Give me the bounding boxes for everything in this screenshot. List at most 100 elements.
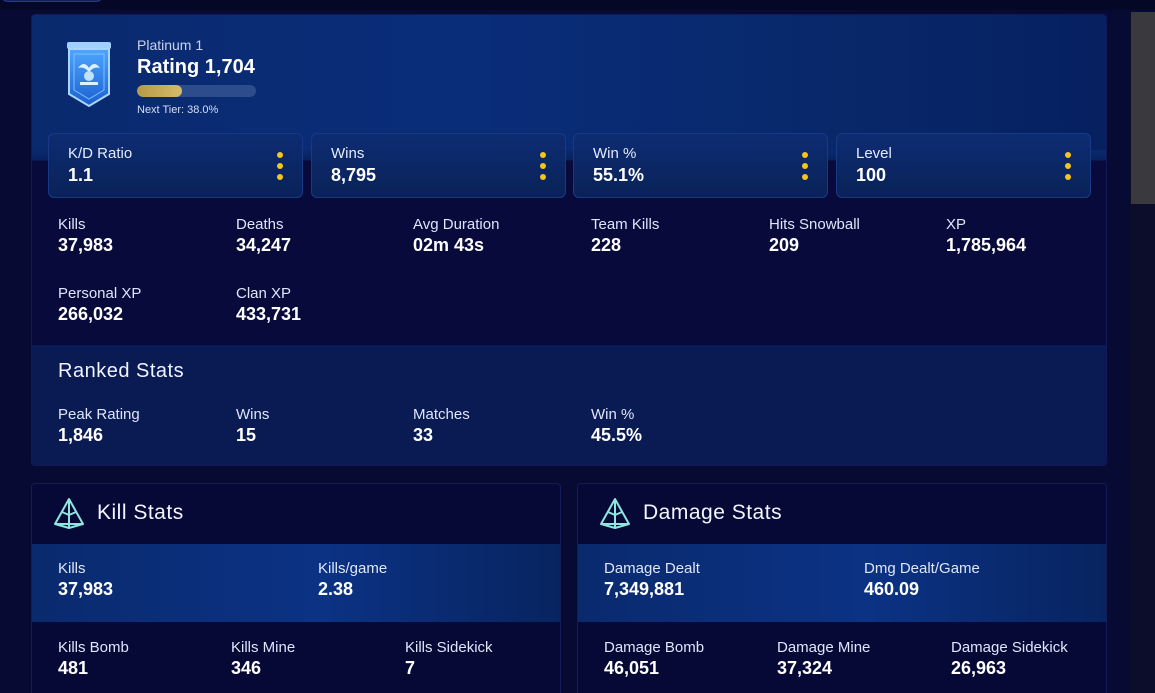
highlight-label: Level [856, 145, 892, 162]
stat-value: 460.09 [864, 579, 920, 599]
stat-personal-xp: Personal XP 266,032 [58, 285, 141, 325]
damage-stat-dealt-per-game: Dmg Dealt/Game 460.09 [864, 560, 980, 600]
stat-deaths: Deaths 34,247 [236, 216, 291, 256]
stat-label: Hits Snowball [769, 216, 860, 233]
kill-stat-kills-per-game: Kills/game 2.38 [318, 560, 387, 600]
stat-label: Damage Dealt [604, 560, 700, 577]
stat-label: Win % [591, 406, 635, 423]
highlight-win-percent: Win % 55.1% [573, 133, 828, 198]
highlight-value: 100 [856, 165, 887, 185]
ranked-stats-title: Ranked Stats [58, 360, 185, 382]
more-options-icon[interactable] [276, 152, 284, 180]
highlight-label: Win % [593, 145, 637, 162]
stat-value: 7 [405, 658, 416, 678]
ranked-matches: Matches 33 [413, 406, 470, 446]
highlight-kd-ratio: K/D Ratio 1.1 [48, 133, 303, 198]
highlight-label: Wins [331, 145, 365, 162]
stat-value: 266,032 [58, 304, 124, 324]
kill-stat-kills: Kills 37,983 [58, 560, 113, 600]
highlight-value: 8,795 [331, 165, 377, 185]
stat-value: 1,785,964 [946, 235, 1027, 255]
stat-value: 26,963 [951, 658, 1007, 678]
stat-value: 37,324 [777, 658, 833, 678]
next-tier-label: Next Tier: 38.0% [137, 104, 219, 116]
kill-stat-sidekick: Kills Sidekick 7 [405, 639, 493, 679]
damage-stat-mine: Damage Mine 37,324 [777, 639, 870, 679]
stat-label: Damage Sidekick [951, 639, 1068, 656]
stat-label: XP [946, 216, 967, 233]
kill-stat-mine: Kills Mine 346 [231, 639, 295, 679]
stat-value: 2.38 [318, 579, 354, 599]
stat-label: Kills Mine [231, 639, 296, 656]
stat-label: Personal XP [58, 285, 142, 302]
more-options-icon[interactable] [1064, 152, 1072, 180]
stat-value: 15 [236, 425, 257, 445]
stat-label: Kills Sidekick [405, 639, 493, 656]
stat-label: Team Kills [591, 216, 660, 233]
platinum-shield-icon [67, 42, 111, 108]
stat-xp: XP 1,785,964 [946, 216, 1026, 256]
ranked-stats-section: Ranked Stats Peak Rating 1,846 Wins 15 M… [32, 345, 1106, 465]
stat-label: Kills [58, 560, 86, 577]
stat-value: 433,731 [236, 304, 302, 324]
damage-stat-sidekick: Damage Sidekick 26,963 [951, 639, 1068, 679]
damage-stats-title: Damage Stats [643, 501, 783, 524]
stat-value: 481 [58, 658, 89, 678]
damage-stat-bomb: Damage Bomb 46,051 [604, 639, 704, 679]
kill-stat-bomb: Kills Bomb 481 [58, 639, 129, 679]
stat-label: Deaths [236, 216, 284, 233]
tier-progress-fill [137, 85, 183, 97]
stat-value: 209 [769, 235, 800, 255]
stat-label: Dmg Dealt/Game [864, 560, 980, 577]
scrollbar-thumb[interactable] [1131, 12, 1155, 204]
kill-stats-header: Kill Stats [32, 484, 560, 544]
stat-label: Kills Bomb [58, 639, 129, 656]
more-options-icon[interactable] [801, 152, 809, 180]
stat-value: 228 [591, 235, 622, 255]
stat-label: Clan XP [236, 285, 292, 302]
kill-stats-title: Kill Stats [97, 501, 184, 524]
ranked-wins: Wins 15 [236, 406, 269, 446]
stat-label: Kills/game [318, 560, 388, 577]
rank-hero [32, 15, 1106, 150]
highlight-value: 1.1 [68, 165, 94, 185]
more-options-icon[interactable] [539, 152, 547, 180]
rank-tier: Platinum 1 [137, 37, 204, 53]
rank-rating: Rating 1,704 [137, 56, 255, 78]
stat-label: Avg Duration [413, 216, 500, 233]
stat-value: 37,983 [58, 235, 114, 255]
ranked-win-percent: Win % 45.5% [591, 406, 642, 446]
damage-stat-dealt: Damage Dealt 7,349,881 [604, 560, 700, 600]
stat-value: 34,247 [236, 235, 292, 255]
damage-stats-primary-band: Damage Dealt 7,349,881 Dmg Dealt/Game 46… [578, 544, 1106, 622]
stat-value: 45.5% [591, 425, 643, 445]
stat-team-kills: Team Kills 228 [591, 216, 659, 256]
top-tab-pill[interactable] [0, 0, 104, 2]
top-bar [0, 0, 1155, 10]
stat-value: 33 [413, 425, 434, 445]
stat-value: 1,846 [58, 425, 104, 445]
stat-label: Kills [58, 216, 86, 233]
highlight-level: Level 100 [836, 133, 1091, 198]
stat-label: Wins [236, 406, 270, 423]
highlight-label: K/D Ratio [68, 145, 133, 162]
pyramid-icon [600, 498, 630, 529]
stat-value: 37,983 [58, 579, 114, 599]
pyramid-icon [54, 498, 84, 529]
ranked-peak-rating: Peak Rating 1,846 [58, 406, 140, 446]
stat-value: 346 [231, 658, 262, 678]
kill-stats-card: Kill Stats Kills 37,983 Kills/game 2.38 … [31, 483, 561, 693]
highlight-value: 55.1% [593, 165, 645, 185]
stat-value: 7,349,881 [604, 579, 685, 599]
stat-kills: Kills 37,983 [58, 216, 113, 256]
stat-avg-duration: Avg Duration 02m 43s [413, 216, 499, 256]
stat-label: Damage Bomb [604, 639, 705, 656]
stat-label: Peak Rating [58, 406, 140, 423]
profile-stats-card: Platinum 1 Rating 1,704 Next Tier: 38.0%… [31, 14, 1107, 466]
kill-stats-primary-band: Kills 37,983 Kills/game 2.38 [32, 544, 560, 622]
stat-hits-snowball: Hits Snowball 209 [769, 216, 860, 256]
tier-progress-bar [137, 85, 256, 97]
highlight-wins: Wins 8,795 [311, 133, 566, 198]
stat-label: Damage Mine [777, 639, 871, 656]
stat-clan-xp: Clan XP 433,731 [236, 285, 301, 325]
